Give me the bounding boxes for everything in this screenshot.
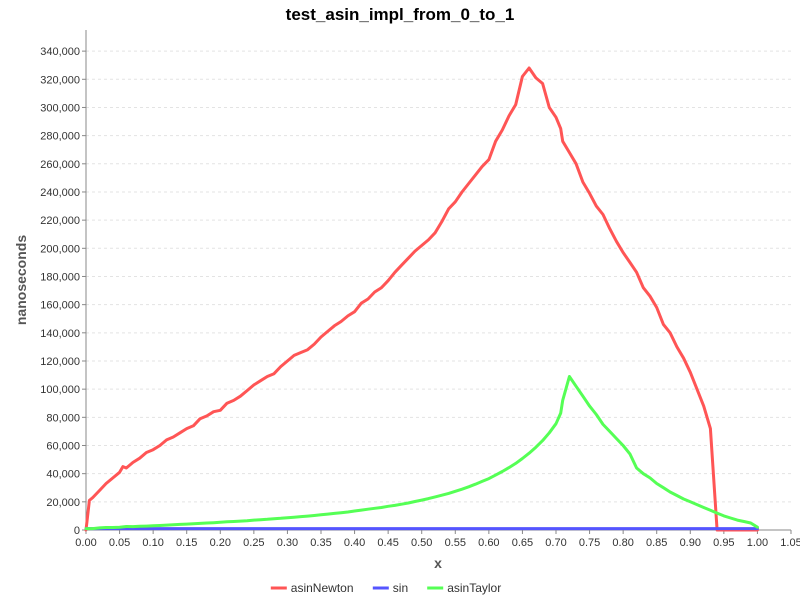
grid-lines [86, 50, 791, 503]
x-tick-label: 0.65 [512, 537, 533, 549]
y-tick-label: 120,000 [40, 356, 80, 368]
y-tick-label: 260,000 [40, 159, 80, 171]
x-tick-label: 0.05 [109, 537, 130, 549]
y-tick-label: 280,000 [40, 131, 80, 143]
legend-label-asinTaylor: asinTaylor [447, 581, 501, 595]
x-tick-label: 0.10 [142, 537, 163, 549]
axes: 0 20,000 40,000 60,000 80,000 100,000 120,000 1… [40, 30, 800, 549]
y-tick-label: 100,000 [40, 384, 80, 396]
x-tick-label: 0.75 [579, 537, 600, 549]
y-tick-label: 20,000 [46, 497, 80, 509]
x-tick-label: 1.05 [780, 537, 800, 549]
legend-label-asinNewton: asinNewton [291, 581, 354, 595]
x-tick-label: 0.35 [310, 537, 331, 549]
y-tick-label: 200,000 [40, 243, 80, 255]
y-tick-label: 60,000 [46, 440, 80, 452]
y-tick-label: 180,000 [40, 271, 80, 283]
x-tick-label: 0.55 [445, 537, 466, 549]
y-tick-label: 140,000 [40, 328, 80, 340]
series-line-asinTaylor [84, 375, 759, 531]
y-tick-label: 220,000 [40, 215, 80, 227]
x-tick-label: 0.60 [478, 537, 499, 549]
y-axis-label: nanoseconds [13, 235, 29, 325]
x-tick-label: 0.00 [75, 537, 96, 549]
y-tick-label: 0 [74, 525, 80, 537]
x-tick-label: 0.95 [713, 537, 734, 549]
legend: asinNewton sin asinTaylor [270, 581, 501, 595]
series-line-asinNewton [84, 66, 759, 532]
x-tick-label: 0.30 [277, 537, 298, 549]
y-tick-label: 160,000 [40, 300, 80, 312]
y-tick-label: 320,000 [40, 74, 80, 86]
legend-label-sin: sin [393, 581, 408, 595]
x-tick-label: 0.80 [612, 537, 633, 549]
x-tick-label: 0.40 [344, 537, 365, 549]
x-tick-label: 1.00 [747, 537, 768, 549]
x-tick-label: 0.45 [377, 537, 398, 549]
x-tick-label: 0.70 [545, 537, 566, 549]
y-tick-label: 240,000 [40, 187, 80, 199]
series-lines [84, 66, 759, 532]
chart-title: test_asin_impl_from_0_to_1 [286, 5, 515, 24]
x-tick-label: 0.90 [680, 537, 701, 549]
y-tick-label: 40,000 [46, 469, 80, 481]
x-tick-label: 0.50 [411, 537, 432, 549]
x-tick-label: 0.25 [243, 537, 264, 549]
y-tick-label: 340,000 [40, 46, 80, 58]
x-tick-label: 0.15 [176, 537, 197, 549]
x-axis-label: x [434, 555, 442, 571]
y-tick-label: 300,000 [40, 102, 80, 114]
x-tick-label: 0.85 [646, 537, 667, 549]
y-tick-label: 80,000 [46, 412, 80, 424]
x-tick-label: 0.20 [210, 537, 231, 549]
